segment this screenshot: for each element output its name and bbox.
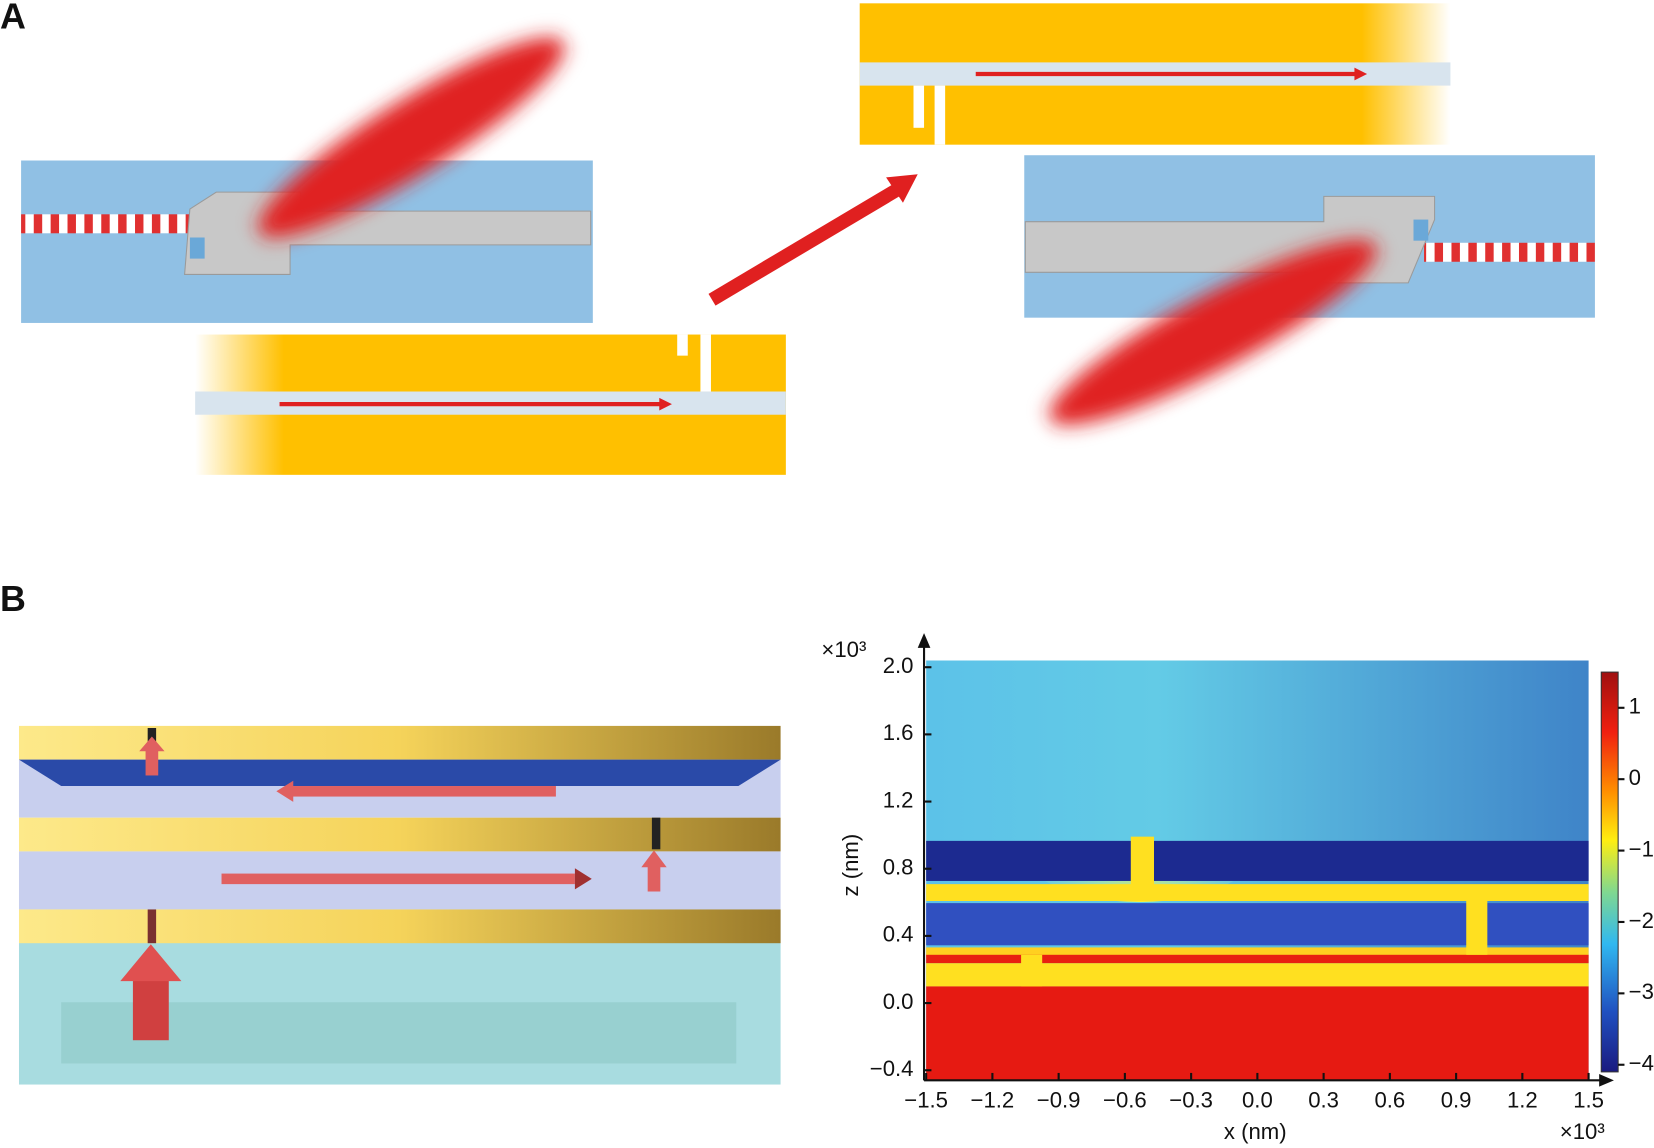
gold-strip-left [195,334,786,475]
x-tick-label: 0.3 [1308,1087,1339,1112]
colorbar-tick-label: −2 [1629,908,1654,933]
y-tick-label: 1.2 [883,787,914,812]
y-axis-label: z (nm) [838,834,863,897]
x-multiplier: ×10³ [1560,1119,1605,1144]
colorbar-tick-label: −3 [1629,979,1654,1004]
field-map [926,660,1589,1081]
colorbar-tick-label: 1 [1629,694,1641,719]
x-tick-label: 1.2 [1507,1087,1538,1112]
gold-strip-right [859,3,1451,145]
axes [917,633,1614,1087]
y-tick-label: 0.0 [883,989,914,1014]
x-tick-label: −0.6 [1103,1087,1147,1112]
x-tick-label: −0.9 [1037,1087,1081,1112]
y-tick-label: −0.4 [870,1056,914,1081]
x-tick-label: 1.5 [1573,1087,1604,1112]
y-tick-label: 1.6 [883,720,914,745]
x-tick-label: 0.0 [1242,1087,1273,1112]
device-left [21,37,593,323]
panel-label: A [0,0,26,37]
device-3d [18,725,781,1085]
y-multiplier: ×10³ [821,637,866,662]
flow-arrow [708,184,901,306]
colorbar [1600,671,1619,1073]
y-tick-label: 0.4 [883,922,914,947]
y-tick-label: 0.8 [883,855,914,880]
panel-label: B [0,579,26,619]
x-tick-label: 0.6 [1374,1087,1405,1112]
colorbar-tick-label: −4 [1629,1051,1654,1076]
device-right [1024,155,1595,426]
x-tick-label: −0.3 [1169,1087,1213,1112]
x-axis-label: x (nm) [1224,1119,1287,1144]
x-tick-label: −1.5 [904,1087,948,1112]
y-tick-label: 2.0 [883,653,914,678]
x-tick-label: 0.9 [1441,1087,1472,1112]
colorbar-tick-label: −1 [1629,836,1654,861]
flow-arrow-head [886,174,918,203]
x-tick-label: −1.2 [971,1087,1015,1112]
colorbar-tick-label: 0 [1629,765,1641,790]
